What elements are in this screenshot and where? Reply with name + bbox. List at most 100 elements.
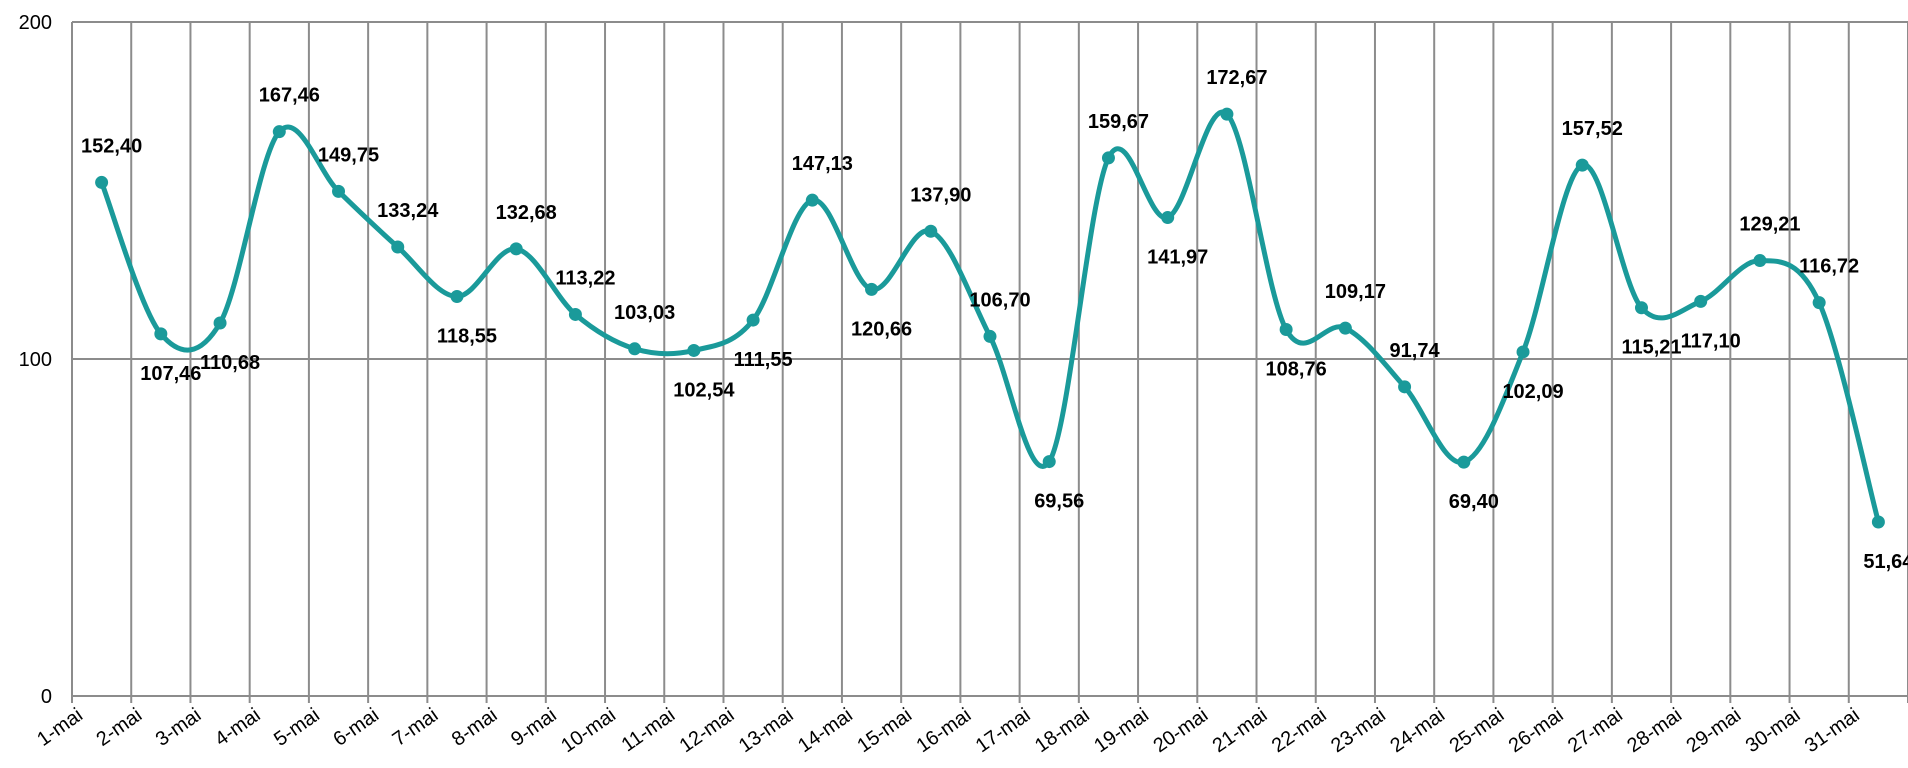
x-tick-label: 9-mai [507,704,561,751]
data-label: 141,97 [1147,247,1208,269]
data-label: 115,21 [1621,337,1681,359]
y-tick-label: 200 [19,12,52,34]
data-label: 129,21 [1739,214,1800,236]
data-label: 91,74 [1390,340,1441,362]
data-label: 152,40 [81,135,142,157]
data-point [568,307,582,321]
x-tick-label: 25-mai [1446,704,1509,757]
data-label: 137,90 [910,184,971,206]
x-tick-label: 4-mai [211,704,265,751]
data-point [983,329,997,343]
data-label: 133,24 [377,200,439,222]
x-tick-label: 5-mai [270,704,324,751]
data-label: 108,76 [1266,358,1327,380]
data-point [1694,294,1708,308]
data-point [1161,211,1175,225]
data-point [509,242,523,256]
data-point [746,313,760,327]
data-label: 102,09 [1502,381,1563,403]
x-tick-label: 1-mai [33,704,87,751]
data-point [1871,515,1885,529]
data-label: 147,13 [792,153,853,175]
data-point [1220,107,1234,121]
data-label: 167,46 [259,85,320,107]
x-tick-label: 8-mai [448,704,502,751]
x-tick-label: 29-mai [1682,704,1745,757]
data-label: 107,46 [140,363,201,385]
data-label: 149,75 [318,144,379,166]
data-point [272,125,286,139]
x-tick-label: 3-mai [152,704,206,751]
x-tick-label: 19-mai [1090,704,1153,757]
x-tick-label: 20-mai [1149,704,1212,757]
data-point [1575,158,1589,172]
data-label: 109,17 [1325,281,1386,303]
x-tick-label: 16-mai [913,704,976,757]
data-point [805,193,819,207]
x-tick-label: 21-mai [1209,704,1272,757]
x-tick-label: 6-mai [329,704,383,751]
data-label: 113,22 [555,267,615,289]
data-points [95,107,1885,529]
x-tick-label: 2-mai [93,704,147,751]
data-point [1338,321,1352,335]
x-tick-label: 15-mai [853,704,916,757]
data-point [1634,301,1648,315]
data-point [1279,322,1293,336]
y-tick-label: 100 [19,349,52,371]
x-tick-label: 14-mai [794,704,857,757]
data-label: 69,40 [1449,491,1499,513]
data-label: 172,67 [1206,67,1267,89]
data-point [391,240,405,254]
x-axis-tick-labels: 1-mai 2-mai 3-mai 4-mai 5-mai 6-mai 7-mai 8-mai… [33,704,1863,757]
y-tick-label: 0 [41,686,52,708]
data-label: 117,10 [1681,330,1741,352]
data-point [1812,296,1826,310]
data-point [924,224,938,238]
x-tick-label: 11-mai [618,704,679,756]
grid-lines [71,21,1908,697]
x-tick-label: 22-mai [1268,704,1331,757]
data-label: 111,55 [734,349,793,371]
data-point [95,175,109,189]
x-tick-label: 24-mai [1386,704,1449,757]
data-label: 102,54 [673,379,735,401]
x-tick-label: 27-mai [1564,704,1627,757]
data-point [1042,455,1056,469]
data-point [687,343,701,357]
data-point [154,327,168,341]
x-tick-label: 7-mai [389,704,443,751]
x-tick-label: 23-mai [1327,704,1390,757]
x-tick-label: 26-mai [1505,704,1568,757]
data-label: 157,52 [1562,118,1623,140]
x-tick-label: 30-mai [1742,704,1805,757]
data-point [450,289,464,303]
data-label: 110,68 [200,352,260,374]
data-label: 132,68 [496,202,557,224]
data-point [332,184,346,198]
data-point [213,316,227,330]
x-tick-label: 17-mai [972,704,1035,757]
data-label: 159,67 [1088,111,1149,133]
data-label: 120,66 [851,318,912,340]
data-label: 69,56 [1034,491,1084,513]
data-point [1753,254,1767,268]
x-tick-label: 12-mai [676,704,739,757]
data-point [865,282,879,296]
data-point [1457,455,1471,469]
data-label: 118,55 [437,325,497,347]
data-point [628,342,642,356]
data-label: 116,72 [1799,256,1859,278]
x-tick-label: 13-mai [735,704,798,757]
x-tick-label: 10-mai [557,704,620,757]
data-label: 51,64 [1863,551,1908,573]
axes [71,696,1908,703]
y-axis-tick-labels: 0 100 200 [19,12,52,708]
x-tick-label: 28-mai [1623,704,1686,757]
x-tick-label: 18-mai [1031,704,1094,757]
data-point [1398,380,1412,394]
data-label: 106,70 [969,289,1030,311]
x-tick-label: 31-mai [1801,704,1864,757]
